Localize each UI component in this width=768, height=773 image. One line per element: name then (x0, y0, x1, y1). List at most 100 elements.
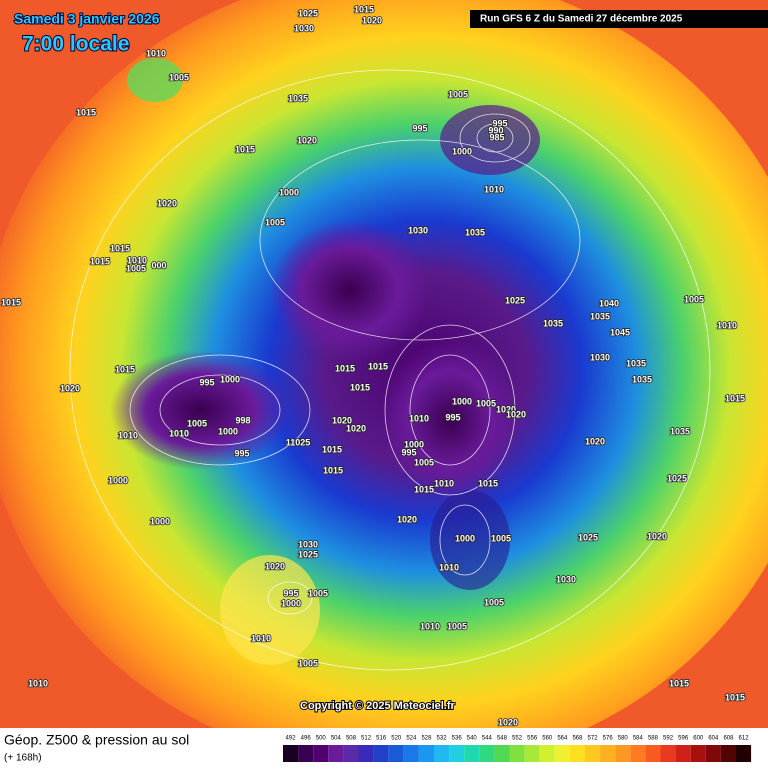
color-swatch (585, 745, 601, 762)
pressure-label: 1020 (60, 383, 80, 393)
pressure-label: 1030 (408, 225, 428, 235)
pressure-label: 1010 (28, 678, 48, 688)
pressure-label: 1015 (478, 478, 498, 488)
scale-label: 592 (663, 736, 674, 742)
color-swatch (736, 745, 752, 762)
scale-label: 556 (527, 736, 538, 742)
pressure-label: 1015 (323, 465, 343, 475)
color-swatch (298, 745, 314, 762)
pressure-label: 1015 (335, 363, 355, 373)
isobars (69, 69, 711, 671)
pressure-label: 1010 (439, 562, 459, 572)
color-swatch (283, 745, 299, 762)
pressure-label: 1015 (235, 144, 255, 154)
color-swatch (600, 745, 616, 762)
pressure-label: 1020 (397, 514, 417, 524)
pressure-label: 1035 (590, 311, 610, 321)
color-swatch (479, 745, 495, 762)
pressure-label: 1030 (294, 23, 314, 33)
scale-label: 532 (437, 736, 448, 742)
pressure-label: 1000 (279, 187, 299, 197)
pressure-label: 1010 (118, 430, 138, 440)
pressure-label: 1045 (610, 327, 630, 337)
color-swatch (690, 745, 706, 762)
scale-label: 496 (301, 736, 312, 742)
scale-label: 544 (482, 736, 493, 742)
color-swatch (615, 745, 631, 762)
run-box (470, 10, 768, 28)
pressure-label: 995 (412, 123, 427, 133)
pressure-label: 1035 (670, 426, 690, 436)
color-swatch (645, 745, 661, 762)
pressure-label: 995 (234, 448, 249, 458)
scale-label: 608 (723, 736, 734, 742)
color-swatch (403, 745, 419, 762)
pressure-label: 995 (199, 377, 214, 387)
pressure-label: 995 (401, 447, 416, 457)
pressure-label: 1005 (684, 294, 704, 304)
pressure-label: 1020 (297, 135, 317, 145)
pressure-label: 1015 (669, 678, 689, 688)
pressure-label: 1010 (484, 184, 504, 194)
color-swatch (660, 745, 676, 762)
pressure-label: 1020 (332, 415, 352, 425)
scale-label: 512 (361, 736, 372, 742)
pressure-label: 1015 (725, 692, 745, 702)
scale-label: 612 (739, 736, 750, 742)
pressure-label: 11025 (286, 437, 311, 447)
pressure-label: 1005 (414, 457, 434, 467)
pressure-label: 1015 (322, 444, 342, 454)
color-swatch (569, 745, 585, 762)
color-swatch (705, 745, 721, 762)
low-area (110, 350, 290, 470)
color-scale: 492 496 500 504 508 512 516 520 524 528 532 536 540 5… (283, 736, 752, 762)
pressure-label: 1010 (717, 320, 737, 330)
trough-area (127, 58, 183, 102)
scale-label: 508 (346, 736, 357, 742)
scale-label: 520 (391, 736, 402, 742)
pressure-label: 1015 (115, 364, 135, 374)
pressure-label: 1005 (448, 89, 468, 99)
pressure-label: 1020 (157, 198, 177, 208)
pressure-label: 995 (283, 588, 298, 598)
pressure-label: 1025 (667, 473, 687, 483)
pressure-label: 1020 (265, 561, 285, 571)
date-label: Samedi 3 janvier 2026 (14, 11, 160, 27)
scale-label: 552 (512, 736, 523, 742)
pressure-label: 000 (151, 260, 166, 270)
pressure-label: 1000 (218, 426, 238, 436)
color-swatch (509, 745, 525, 762)
copyright: Copyright © 2025 Meteociel.fr (300, 700, 456, 712)
pressure-label: 1035 (543, 318, 563, 328)
time-label: 7:00 locale (22, 33, 129, 56)
pressure-label: 1005 (126, 263, 146, 273)
pressure-label: 1030 (298, 539, 318, 549)
color-swatch (675, 745, 691, 762)
color-swatch (630, 745, 646, 762)
pressure-label: 1035 (632, 374, 652, 384)
pressure-label: 1000 (455, 533, 475, 543)
color-swatch (554, 745, 570, 762)
color-swatch (328, 745, 344, 762)
color-swatch (388, 745, 404, 762)
color-swatch (464, 745, 480, 762)
scale-label: 580 (618, 736, 629, 742)
scale-label: 500 (316, 736, 327, 742)
color-swatch (449, 745, 465, 762)
pressure-label: 1015 (1, 297, 21, 307)
pressure-label: 1020 (346, 423, 366, 433)
run-label: Run GFS 6 Z du Samedi 27 décembre 2025 (480, 14, 683, 25)
pressure-label: 1000 (281, 598, 301, 608)
footer-title: Géop. Z500 & pression au sol (4, 732, 189, 748)
pressure-label: 998 (235, 415, 250, 425)
pressure-label: 1010 (409, 413, 429, 423)
scale-label: 548 (497, 736, 508, 742)
pressure-label: 1020 (506, 409, 526, 419)
pressure-label: 1010 (127, 255, 147, 265)
pressure-label: 1015 (368, 361, 388, 371)
pressure-label: 1015 (414, 484, 434, 494)
pressure-label: 985 (489, 132, 504, 142)
pressure-label: 1010 (251, 633, 271, 643)
pressure-label: 1015 (350, 382, 370, 392)
scale-label: 504 (331, 736, 342, 742)
